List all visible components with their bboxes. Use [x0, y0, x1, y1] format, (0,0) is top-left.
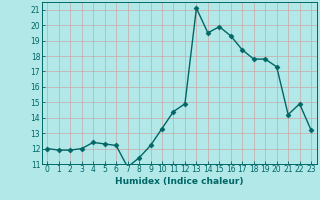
X-axis label: Humidex (Indice chaleur): Humidex (Indice chaleur) [115, 177, 244, 186]
